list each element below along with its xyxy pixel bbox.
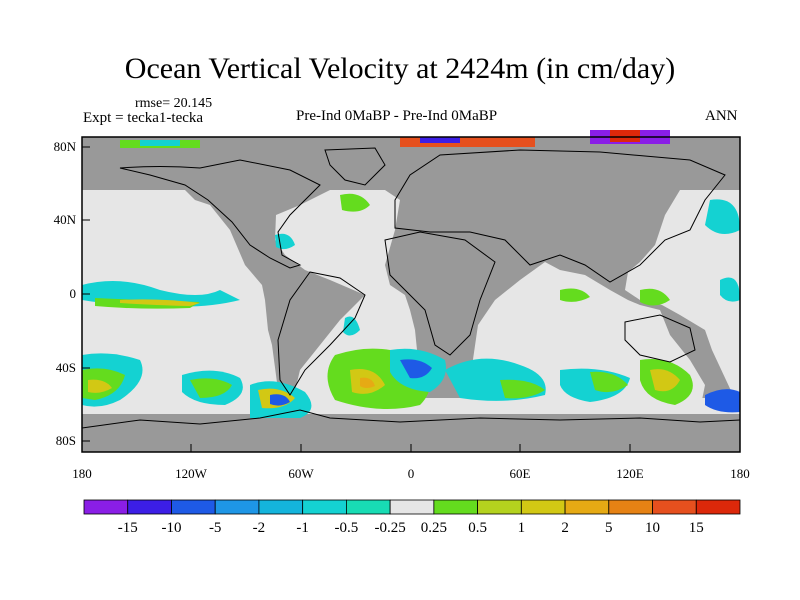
anomaly-patch: [88, 379, 112, 393]
colorbar-label: 1: [518, 520, 526, 536]
colorbar-swatch: [214, 499, 260, 515]
anomaly-patch: [650, 369, 680, 392]
season-label: ANN: [705, 108, 738, 124]
colorbar-swatch: [171, 499, 216, 515]
anomaly-patch: [610, 130, 640, 142]
africa-outline: [384, 231, 496, 356]
anomaly-patch: [500, 379, 545, 399]
colorbar-label: -2: [253, 520, 266, 536]
anomaly-patch: [340, 193, 370, 212]
north-america-outline: [119, 159, 321, 269]
anomaly-patches: [82, 130, 740, 418]
greenland-outline: [324, 147, 386, 186]
page-title: Ocean Vertical Velocity at 2424m (in cm/…: [124, 52, 676, 85]
lon-label: 120E: [616, 466, 644, 481]
anomaly-patch: [190, 378, 232, 398]
anomaly-patch: [400, 137, 535, 147]
map-area: 80N 40N 0 40S 80S 180 120W 60W 0 60E 120…: [54, 130, 750, 481]
colorbar-swatch: [433, 499, 479, 515]
lon-label: 180: [730, 466, 750, 481]
rmse-label: rmse= 20.145: [135, 96, 213, 111]
colorbar-swatch: [345, 499, 391, 515]
anomaly-patch: [360, 377, 375, 388]
anomaly-patch: [140, 140, 180, 146]
anomaly-patch: [120, 299, 200, 306]
anomaly-patch: [420, 137, 460, 143]
lon-label: 180: [72, 466, 92, 481]
pacific-ocean-west: [625, 190, 740, 410]
lon-labels: 180 120W 60W 0 60E 120E 180: [72, 466, 750, 481]
colorbar-label: 15: [689, 520, 704, 536]
antarctica-outline: [81, 409, 741, 429]
lat-labels: 80N 40N 0 40S 80S: [54, 139, 77, 448]
lat-label: 80N: [54, 139, 77, 154]
lat-ticks: [82, 146, 90, 442]
anomaly-patch: [343, 316, 360, 336]
colorbar-swatch: [695, 499, 741, 515]
anomaly-patch: [720, 277, 740, 302]
lon-ticks: [81, 444, 741, 452]
colorbar-label: -5: [209, 520, 222, 536]
colorbar-swatch: [127, 499, 172, 515]
colorbar-label: -0.5: [335, 520, 359, 536]
eurasia-outline: [394, 149, 726, 283]
colorbar-swatch: [258, 499, 304, 515]
anomaly-patch: [705, 199, 740, 234]
colorbar-swatch: [389, 499, 435, 515]
colorbar-swatch: [520, 499, 566, 515]
lat-label: 40S: [56, 360, 76, 375]
colorbar-label: -10: [161, 520, 181, 536]
anomaly-patch: [590, 371, 628, 393]
lat-label: 40N: [54, 212, 77, 227]
colorbar-label: 2: [561, 520, 569, 536]
lon-label: 60W: [288, 466, 314, 481]
anomaly-patch: [560, 288, 590, 302]
anomaly-patch: [270, 394, 290, 406]
colorbar-label: 10: [645, 520, 660, 536]
colorbar-label: -1: [296, 520, 309, 536]
colorbar-label: -15: [118, 520, 138, 536]
anomaly-patch: [705, 389, 740, 413]
colorbar-label: -0.25: [375, 520, 406, 536]
south-america-outline: [277, 271, 366, 396]
lat-label: 0: [70, 286, 77, 301]
lon-label: 120W: [175, 466, 208, 481]
lon-label: 60E: [510, 466, 531, 481]
experiment-label: Expt = tecka1-tecka: [83, 110, 204, 126]
colorbar-swatch: [477, 499, 522, 515]
colorbar-swatch: [564, 499, 610, 515]
colorbar: -15 -10 -5 -2 -1 -0.5 -0.25 0.25 0.5 1 2 5 10 15: [83, 499, 741, 536]
colorbar-swatch: [608, 499, 653, 515]
colorbar-swatch: [652, 499, 697, 515]
colorbar-label: 0.25: [421, 520, 447, 536]
coastlines: [81, 147, 741, 429]
colorbar-label: 5: [605, 520, 613, 536]
anomaly-patch: [640, 288, 670, 306]
colorbar-swatch: [83, 499, 129, 515]
anomaly-patch: [400, 359, 432, 379]
colorbar-label: 0.5: [468, 520, 487, 536]
lat-label: 80S: [56, 433, 76, 448]
australia-outline: [624, 314, 696, 363]
lon-label: 0: [408, 466, 415, 481]
colorbar-swatch: [302, 499, 347, 515]
comparison-label: Pre-Ind 0MaBP - Pre-Ind 0MaBP: [296, 108, 498, 124]
